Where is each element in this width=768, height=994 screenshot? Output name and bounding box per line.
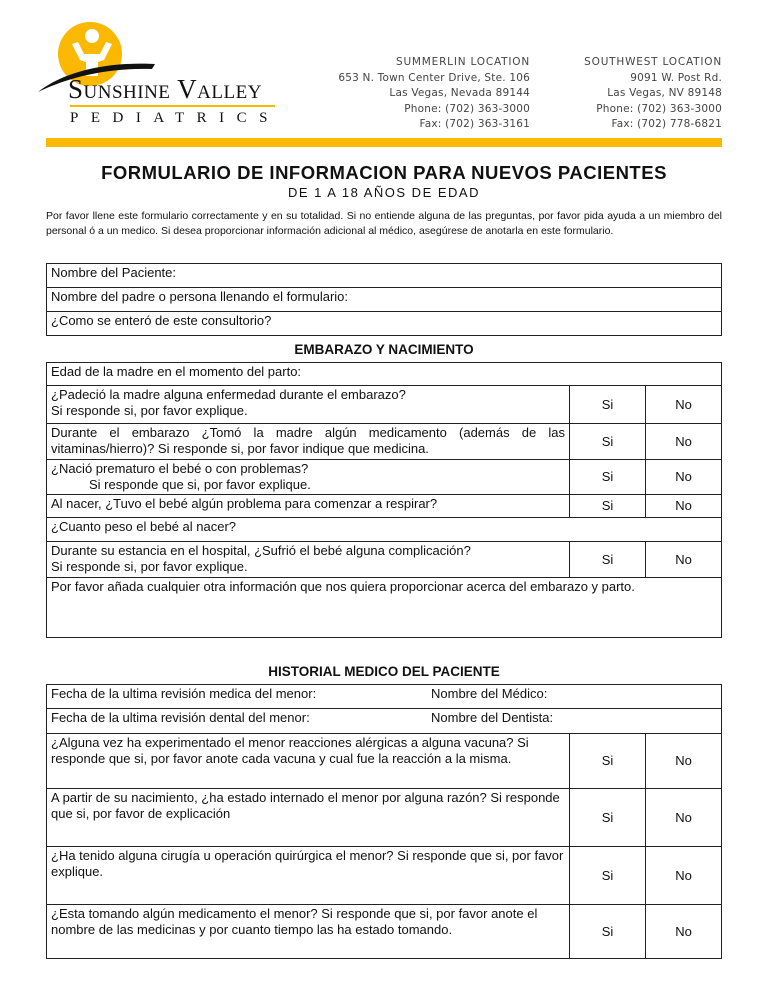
parent-name-field[interactable]: Nombre del padre o persona llenando el f…	[46, 287, 722, 312]
pregnancy-table: Edad de la madre en el momento del parto…	[46, 362, 722, 638]
page-subtitle: DE 1 A 18 AÑOS DE EDAD	[288, 185, 480, 200]
yes-option[interactable]: Si	[569, 423, 646, 460]
question: Durante el embarazo ¿Tomó la madre algún…	[46, 423, 570, 460]
yes-option[interactable]: Si	[569, 846, 646, 905]
no-option[interactable]: No	[645, 494, 722, 518]
question: ¿Alguna vez ha experimentado el menor re…	[46, 733, 570, 789]
page-title: FORMULARIO DE INFORMACION PARA NUEVOS PA…	[101, 162, 667, 183]
question: ¿Ha tenido alguna cirugía u operación qu…	[46, 846, 570, 905]
question: ¿Esta tomando algún medicamento el menor…	[46, 904, 570, 959]
section-heading-history: HISTORIAL MEDICO DEL PACIENTE	[268, 664, 500, 679]
yes-option[interactable]: Si	[569, 788, 646, 847]
no-option[interactable]: No	[645, 541, 722, 578]
no-option[interactable]: No	[645, 733, 722, 789]
yes-option[interactable]: Si	[569, 459, 646, 495]
question: Al nacer, ¿Tuvo el bebé algún problema p…	[46, 494, 570, 518]
no-option[interactable]: No	[645, 788, 722, 847]
dental-checkup-field[interactable]: Fecha de la ultima revisión dental del m…	[46, 708, 722, 734]
yes-option[interactable]: Si	[569, 904, 646, 959]
header-divider	[46, 138, 722, 147]
no-option[interactable]: No	[645, 904, 722, 959]
section-heading-pregnancy: EMBARAZO Y NACIMIENTO	[294, 342, 474, 357]
birth-weight-field[interactable]: ¿Cuanto peso el bebé al nacer?	[46, 517, 722, 542]
instructions: Por favor llene este formulario correcta…	[46, 210, 722, 237]
other-info-field[interactable]: Por favor añada cualquier otra informaci…	[46, 577, 722, 638]
summerlin-location: SUMMERLIN LOCATION 653 N. Town Center Dri…	[338, 56, 530, 130]
question: ¿Nació prematuro el bebé o con problemas…	[46, 459, 570, 495]
sun-figure-icon	[38, 22, 155, 92]
no-option[interactable]: No	[645, 846, 722, 905]
no-option[interactable]: No	[645, 459, 722, 495]
referral-field[interactable]: ¿Como se enteró de este consultorio?	[46, 311, 722, 336]
patient-table: Nombre del Paciente: Nombre del padre o …	[46, 263, 722, 336]
patient-name-field[interactable]: Nombre del Paciente:	[46, 263, 722, 288]
logo-name: Sunshine Valley	[68, 74, 262, 104]
no-option[interactable]: No	[645, 385, 722, 424]
question: ¿Padeció la madre alguna enfermedad dura…	[46, 385, 570, 424]
question: Durante su estancia en el hospital, ¿Suf…	[46, 541, 570, 578]
yes-option[interactable]: Si	[569, 733, 646, 789]
logo: Sunshine Valley Pediatrics	[30, 22, 280, 132]
question: A partir de su nacimiento, ¿ha estado in…	[46, 788, 570, 847]
mother-age-field[interactable]: Edad de la madre en el momento del parto…	[46, 362, 722, 386]
yes-option[interactable]: Si	[569, 541, 646, 578]
logo-sub: Pediatrics	[70, 110, 281, 126]
yes-option[interactable]: Si	[569, 385, 646, 424]
history-table: Fecha de la ultima revisión medica del m…	[46, 684, 722, 959]
medical-checkup-field[interactable]: Fecha de la ultima revisión medica del m…	[46, 684, 722, 709]
no-option[interactable]: No	[645, 423, 722, 460]
southwest-location: SOUTHWEST LOCATION 9091 W. Post Rd. Las Ve…	[584, 56, 722, 130]
yes-option[interactable]: Si	[569, 494, 646, 518]
